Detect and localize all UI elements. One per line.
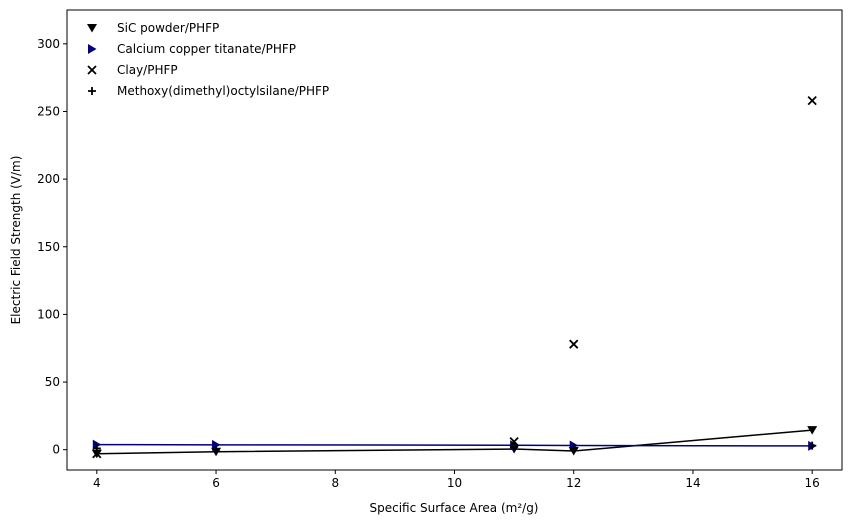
data-point xyxy=(92,449,102,459)
x-tick-label: 4 xyxy=(93,476,101,490)
y-tick-label: 150 xyxy=(37,240,60,254)
legend-label: Clay/PHFP xyxy=(117,63,178,77)
y-tick-label: 300 xyxy=(37,37,60,51)
data-point xyxy=(569,339,579,349)
x-tick-label: 8 xyxy=(331,476,339,490)
legend-marker xyxy=(87,65,97,75)
legend-label: Methoxy(dimethyl)octylsilane/PHFP xyxy=(117,84,329,98)
y-tick-label: 200 xyxy=(37,172,60,186)
y-tick-label: 100 xyxy=(37,307,60,321)
series-points xyxy=(91,96,818,459)
data-point xyxy=(569,444,578,453)
data-point xyxy=(807,96,817,106)
data-point xyxy=(808,441,817,450)
data-point xyxy=(510,443,519,451)
x-tick-label: 12 xyxy=(566,476,581,490)
data-point xyxy=(807,426,818,435)
y-tick-label: 250 xyxy=(37,104,60,118)
legend-marker xyxy=(88,44,97,54)
data-point xyxy=(212,445,221,454)
x-tick-label: 6 xyxy=(212,476,220,490)
x-tick-label: 16 xyxy=(805,476,820,490)
legend-marker xyxy=(87,24,97,33)
data-point xyxy=(92,444,101,453)
x-axis-ticks: 4 6 8 10 12 14 16 xyxy=(93,470,820,490)
y-axis-label: Electric Field Strength (V/m) xyxy=(9,156,23,325)
data-point xyxy=(509,436,519,447)
data-point xyxy=(212,439,221,450)
x-tick-label: 10 xyxy=(447,476,462,490)
y-tick-label: 0 xyxy=(52,443,60,457)
legend-label: SiC powder/PHFP xyxy=(117,21,219,35)
plot-area xyxy=(66,9,843,471)
x-tick-label: 14 xyxy=(685,476,700,490)
legend: SiC powder/PHFP Calcium copper titanate/P… xyxy=(87,21,329,98)
legend-marker xyxy=(88,87,96,95)
y-tick-label: 50 xyxy=(45,375,60,389)
x-axis-label: Specific Surface Area (m²/g) xyxy=(369,501,538,515)
y-axis-ticks: 0 50 100 150 200 250 300 xyxy=(37,37,67,457)
legend-label: Calcium copper titanate/PHFP xyxy=(117,42,296,56)
